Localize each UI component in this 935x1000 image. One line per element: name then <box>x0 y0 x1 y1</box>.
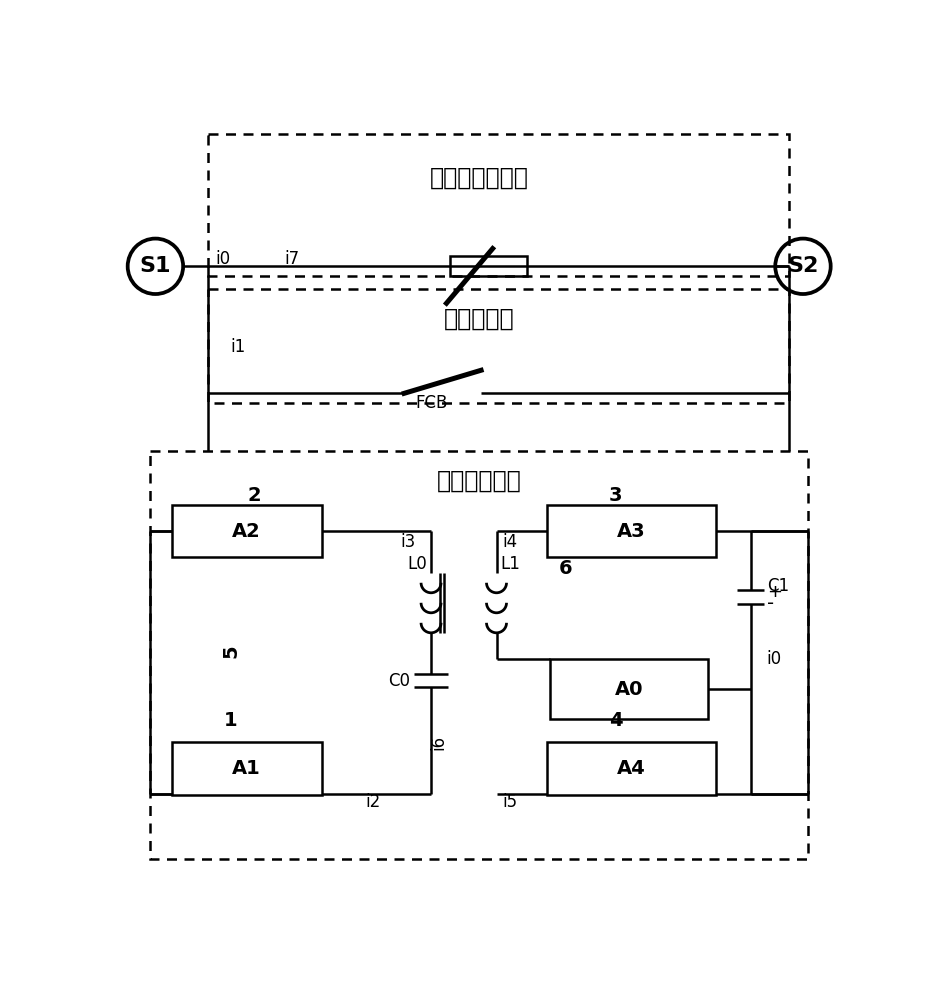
Text: S2: S2 <box>787 256 819 276</box>
Text: 3: 3 <box>609 486 623 505</box>
Text: L0: L0 <box>408 555 427 573</box>
Text: A4: A4 <box>617 759 646 778</box>
Bar <box>172 505 322 557</box>
Bar <box>208 134 789 276</box>
Text: i0: i0 <box>767 650 782 668</box>
Text: FCB: FCB <box>416 394 448 412</box>
Text: i0: i0 <box>215 250 231 268</box>
Bar <box>208 289 789 403</box>
Text: A1: A1 <box>232 759 261 778</box>
Text: A2: A2 <box>232 522 261 541</box>
Text: i7: i7 <box>285 250 300 268</box>
Text: -: - <box>767 594 774 613</box>
Bar <box>172 742 322 795</box>
Bar <box>547 505 716 557</box>
Text: 4: 4 <box>609 711 623 730</box>
Text: A0: A0 <box>615 680 643 699</box>
Text: C0: C0 <box>388 672 410 690</box>
Text: L1: L1 <box>500 555 520 573</box>
Text: i4: i4 <box>503 533 518 551</box>
Text: i2: i2 <box>366 793 381 811</box>
Text: S1: S1 <box>139 256 171 276</box>
Text: C1: C1 <box>767 577 789 595</box>
Text: 2: 2 <box>247 486 261 505</box>
Text: +: + <box>767 583 782 601</box>
Bar <box>547 742 716 795</box>
Text: 转移电流电路: 转移电流电路 <box>437 468 521 492</box>
Text: i3: i3 <box>400 533 416 551</box>
Text: 5: 5 <box>222 644 240 658</box>
Text: 1: 1 <box>224 711 237 730</box>
Text: 6: 6 <box>559 559 572 578</box>
Text: 过电压限制电路: 过电压限制电路 <box>429 166 528 190</box>
Text: i5: i5 <box>502 793 517 811</box>
Text: A3: A3 <box>617 522 645 541</box>
Bar <box>150 451 809 859</box>
Bar <box>451 256 527 276</box>
Text: i1: i1 <box>231 338 246 356</box>
Bar <box>551 659 709 719</box>
Text: i6: i6 <box>430 735 448 750</box>
Text: 主电流电路: 主电流电路 <box>443 307 514 331</box>
